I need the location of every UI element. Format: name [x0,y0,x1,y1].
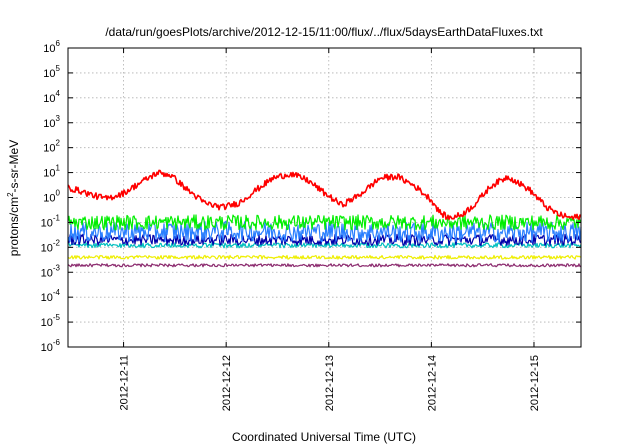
y-tick-label: 10-5 [41,313,61,329]
y-tick-label: 105 [43,64,60,80]
x-tick-label: 2012-12-14 [426,355,438,411]
y-tick-label: 10-6 [41,338,61,354]
y-tick-label: 101 [43,164,60,180]
series-layer [67,169,582,268]
grid-lines [68,48,581,347]
x-tick-label: 2012-12-13 [324,355,336,411]
y-tick-labels: 10-6 10-5 10-4 10-3 10-2 10-1 100 101 102 103 104 1… [41,39,61,354]
y-tick-label: 10-4 [41,288,61,304]
y-tick-label: 103 [43,114,60,130]
y-tick-label: 106 [43,39,60,55]
x-tick-label: 2012-12-12 [221,355,233,411]
y-tick-label: 100 [43,189,60,205]
y-tick-label: 10-2 [41,238,61,254]
series-line [67,169,582,221]
y-axis-label: protons/cm2-s-sr-MeV [6,140,21,256]
y-tick-label: 104 [43,89,60,105]
chart-title: /data/run/goesPlots/archive/2012-12-15/1… [105,25,543,39]
axis-ticks [68,47,581,348]
y-tick-label: 102 [43,139,60,155]
y-tick-label: 10-3 [41,263,61,279]
series-line [67,214,582,231]
x-tick-label: 2012-12-15 [529,355,541,411]
series-line [67,242,582,249]
x-axis-label: Coordinated Universal Time (UTC) [232,430,416,444]
series-line [67,263,582,268]
y-tick-label: 10-1 [41,213,61,229]
x-tick-label: 2012-12-11 [119,355,131,410]
series-line [67,254,582,260]
x-tick-labels: 2012-12-11 2012-12-12 2012-12-13 2012-12-14… [119,355,541,411]
